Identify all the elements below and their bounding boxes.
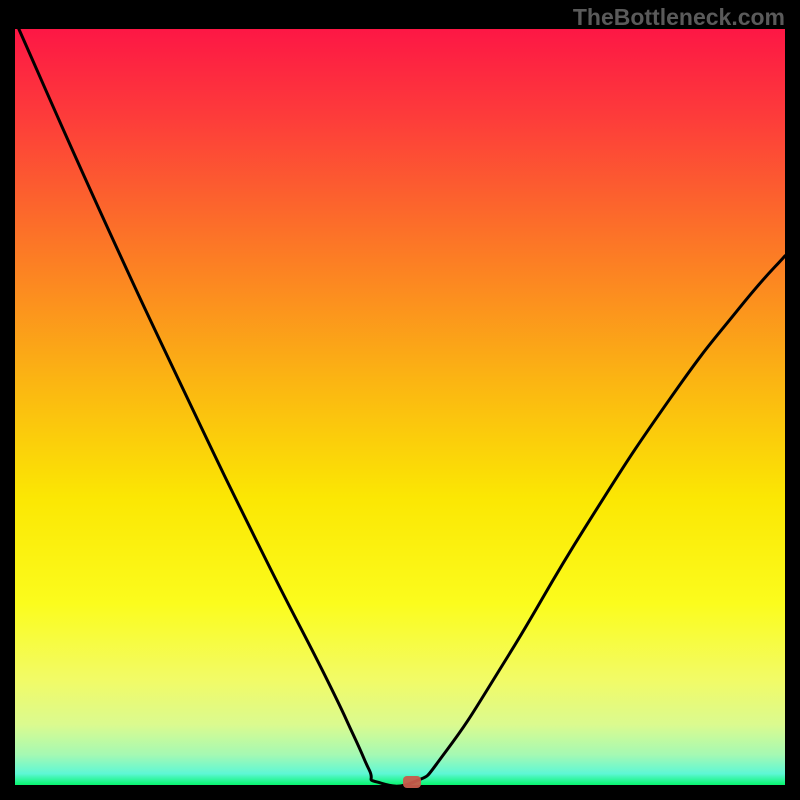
watermark-text: TheBottleneck.com bbox=[573, 4, 785, 31]
bottleneck-curve bbox=[15, 29, 785, 785]
chart-stage: TheBottleneck.com bbox=[0, 0, 800, 800]
bottleneck-marker bbox=[403, 776, 421, 788]
